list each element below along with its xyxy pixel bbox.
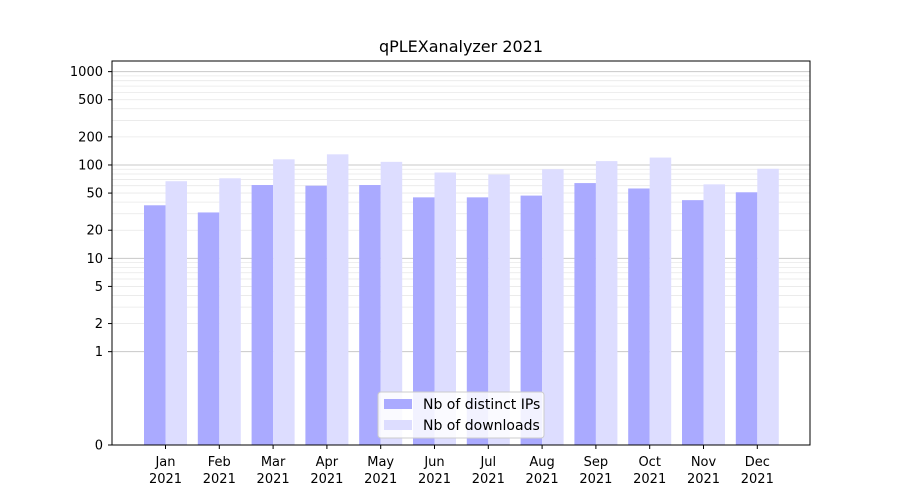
x-tick-month: Jun (423, 455, 444, 470)
x-tick-label: Sep 2021 (579, 455, 612, 487)
y-tick-label: 0 (95, 439, 103, 454)
x-tick-month: Dec (745, 455, 770, 470)
x-tick-label: Jan 2021 (149, 455, 182, 487)
bar-downloads (165, 181, 187, 446)
bar-distinct-ips (251, 185, 274, 445)
x-tick-month: May (367, 455, 394, 470)
y-tick-label: 1 (95, 345, 103, 360)
x-tick-month: Mar (261, 455, 286, 470)
bar-downloads (380, 161, 403, 446)
x-tick-year: 2021 (364, 472, 397, 487)
bar-downloads (326, 154, 349, 445)
legend-swatch (384, 420, 412, 430)
y-tick-label: 10 (86, 252, 103, 267)
x-tick-year: 2021 (472, 472, 505, 487)
y-tick-label: 500 (78, 93, 103, 108)
legend-label: Nb of distinct IPs (423, 397, 540, 413)
bar-downloads (488, 174, 510, 446)
bar-distinct-ips (466, 197, 489, 445)
bar-distinct-ips (682, 200, 704, 445)
bar-distinct-ips (735, 192, 758, 445)
bar-distinct-ips (359, 185, 381, 445)
bar-downloads (434, 172, 456, 446)
x-tick-year: 2021 (149, 472, 182, 487)
chart-title: qPLEXanalyzer 2021 (379, 37, 543, 56)
bar-downloads (649, 157, 672, 446)
x-tick-label: Mar 2021 (257, 455, 290, 487)
x-tick-label: Jul 2021 (472, 455, 505, 487)
bar-downloads (595, 161, 618, 446)
bars (144, 154, 779, 446)
bar-downloads (703, 184, 725, 445)
bar-distinct-ips (628, 188, 650, 445)
x-tick-month: Aug (529, 455, 554, 470)
x-tick-label: Oct 2021 (633, 455, 666, 487)
bar-downloads (219, 178, 241, 445)
y-tick-label: 50 (86, 187, 103, 202)
x-tick-year: 2021 (257, 472, 290, 487)
x-tick-label: Dec 2021 (741, 455, 774, 487)
legend-swatch (384, 399, 412, 409)
bar-distinct-ips (520, 195, 543, 445)
legend: Nb of distinct IPs Nb of downloads (377, 391, 545, 439)
bar-downloads (542, 169, 564, 446)
x-tick-label: Apr 2021 (310, 455, 343, 487)
x-tick-year: 2021 (633, 472, 666, 487)
x-tick-month: Apr (316, 455, 339, 470)
y-tick-label: 20 (86, 224, 103, 239)
y-tick-label: 2 (95, 317, 103, 332)
bar-downloads (757, 168, 779, 446)
bar-distinct-ips (413, 197, 435, 445)
x-tick-month: Nov (691, 455, 717, 470)
legend-box (377, 391, 545, 439)
x-tick-label: Nov 2021 (687, 455, 720, 487)
legend-label: Nb of downloads (423, 418, 540, 434)
x-tick-month: Sep (584, 455, 609, 470)
x-tick-month: Jul (479, 455, 496, 470)
bar-distinct-ips (144, 205, 166, 445)
y-tick-label: 200 (78, 130, 103, 145)
bar-distinct-ips (574, 183, 596, 446)
bar-distinct-ips (305, 185, 327, 445)
y-tick-label: 1000 (70, 65, 103, 80)
x-tick-year: 2021 (579, 472, 612, 487)
x-tick-month: Feb (208, 455, 231, 470)
bar-distinct-ips (197, 212, 220, 445)
bar-downloads (273, 159, 295, 445)
x-tick-label: Feb 2021 (203, 455, 236, 487)
x-tick-label: Aug 2021 (526, 455, 559, 487)
x-tick-year: 2021 (310, 472, 343, 487)
x-tick-month: Oct (638, 455, 660, 470)
x-tick-month: Jan (154, 455, 175, 470)
x-tick-year: 2021 (203, 472, 236, 487)
y-tick-label: 100 (78, 158, 103, 173)
x-tick-year: 2021 (418, 472, 451, 487)
x-tick-year: 2021 (526, 472, 559, 487)
y-tick-label: 5 (95, 280, 103, 295)
x-tick-label: May 2021 (364, 455, 397, 487)
x-tick-year: 2021 (687, 472, 720, 487)
plot-frame (111, 60, 811, 446)
x-tick-year: 2021 (741, 472, 774, 487)
x-tick-label: Jun 2021 (418, 455, 451, 487)
